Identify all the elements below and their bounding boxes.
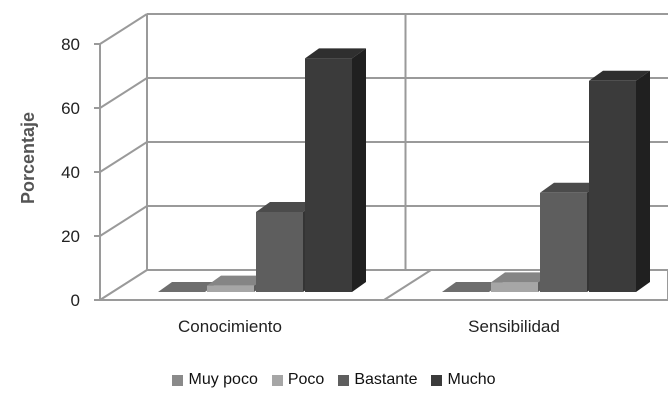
side-gridline — [99, 13, 148, 45]
bar-front — [207, 285, 254, 292]
side-gridline — [99, 77, 148, 109]
side-gridline — [99, 141, 148, 173]
bar — [442, 282, 503, 292]
bar-front — [256, 212, 303, 292]
x-category-label: Conocimiento — [178, 317, 282, 336]
y-tick-label: 60 — [61, 99, 80, 118]
legend-item: Muy poco — [172, 371, 258, 389]
bar-top — [442, 282, 503, 292]
chart-bars — [158, 48, 650, 293]
bar-top — [491, 272, 552, 283]
bar-front — [540, 192, 587, 292]
bar-top — [158, 282, 219, 292]
y-tick-label: 80 — [61, 35, 80, 54]
legend-swatch — [271, 374, 283, 386]
legend-swatch — [338, 374, 350, 386]
legend-item: Mucho — [431, 371, 496, 389]
x-category-label: Sensibilidad — [468, 317, 560, 336]
bar-side — [636, 70, 650, 292]
legend-label: Bastante — [354, 371, 418, 388]
bar-top — [256, 202, 317, 212]
bar-side — [352, 48, 366, 293]
chart-legend: Muy poco Poco Bastante Mucho — [0, 371, 668, 389]
bar — [305, 48, 366, 293]
y-tick-label: 20 — [61, 227, 80, 246]
bar-front — [589, 80, 636, 292]
side-gridline — [99, 205, 148, 237]
bar-top — [589, 70, 650, 81]
legend-label: Muy poco — [188, 371, 258, 388]
bar — [158, 282, 219, 292]
bar — [589, 70, 650, 292]
y-axis-label: Porcentaje — [18, 112, 38, 204]
legend-swatch — [172, 374, 184, 386]
floor-divider — [383, 269, 432, 301]
legend-item: Poco — [271, 371, 325, 389]
legend-label: Mucho — [447, 371, 496, 388]
legend-label: Poco — [287, 371, 325, 388]
legend-swatch — [431, 374, 443, 386]
bar-top — [540, 182, 601, 193]
chart-axes: 0 20 40 60 80 Conocimiento Sensibilidad — [61, 35, 560, 336]
bar-front — [491, 282, 538, 292]
legend-item: Bastante — [338, 371, 417, 389]
bar-front — [305, 58, 352, 293]
bar-top — [207, 275, 268, 286]
y-tick-label: 40 — [61, 163, 80, 182]
y-tick-label: 0 — [71, 291, 80, 310]
bar-top — [305, 48, 366, 59]
